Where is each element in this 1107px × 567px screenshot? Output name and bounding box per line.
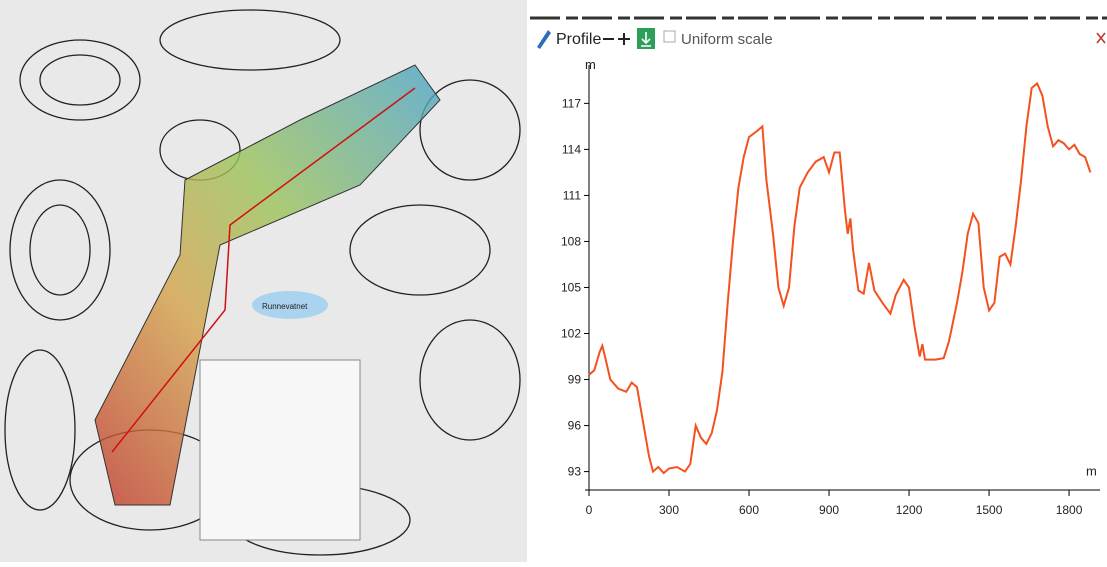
x-tick-label: 1200 bbox=[896, 503, 923, 517]
profile-chart: m m 93 96 99 102 105 108 111 114 117 0 300 600 900 1200… bbox=[561, 57, 1100, 517]
page: Runnevatnet Profile Uniform scale m m 93 96… bbox=[0, 0, 1107, 562]
y-tick-label: 108 bbox=[561, 234, 581, 248]
zoom-in[interactable] bbox=[618, 33, 630, 45]
y-axis-label: m bbox=[585, 57, 596, 72]
buildings bbox=[200, 360, 360, 540]
toolbar-title: Profile bbox=[556, 31, 601, 48]
x-axis-label: m bbox=[1086, 464, 1097, 479]
x-tick-label: 300 bbox=[659, 503, 679, 517]
x-tick-label: 1800 bbox=[1056, 503, 1083, 517]
option-label: Uniform scale bbox=[681, 31, 773, 48]
checkbox[interactable] bbox=[664, 31, 675, 42]
y-tick-label: 93 bbox=[568, 465, 582, 479]
x-tick-label: 1500 bbox=[976, 503, 1003, 517]
y-tick-label: 96 bbox=[568, 419, 582, 433]
y-tick-label: 105 bbox=[561, 280, 581, 294]
pencil-icon bbox=[537, 30, 551, 49]
x-tick-label: 900 bbox=[819, 503, 839, 517]
y-tick-label: 114 bbox=[562, 142, 581, 156]
close-button[interactable] bbox=[1097, 33, 1105, 43]
y-tick-label: 117 bbox=[562, 96, 581, 110]
x-tick-label: 0 bbox=[586, 503, 593, 517]
y-tick-label: 102 bbox=[561, 327, 581, 341]
y-tick-label: 111 bbox=[563, 188, 582, 202]
toolbar: Profile Uniform scale bbox=[537, 28, 1105, 49]
profile-line bbox=[589, 83, 1090, 473]
y-tick-label: 99 bbox=[568, 373, 582, 387]
map[interactable]: Runnevatnet bbox=[0, 0, 527, 562]
x-tick-label: 600 bbox=[739, 503, 759, 517]
map-label: Runnevatnet bbox=[262, 302, 308, 311]
screen: Runnevatnet Profile Uniform scale m m 93 96… bbox=[0, 0, 1107, 562]
